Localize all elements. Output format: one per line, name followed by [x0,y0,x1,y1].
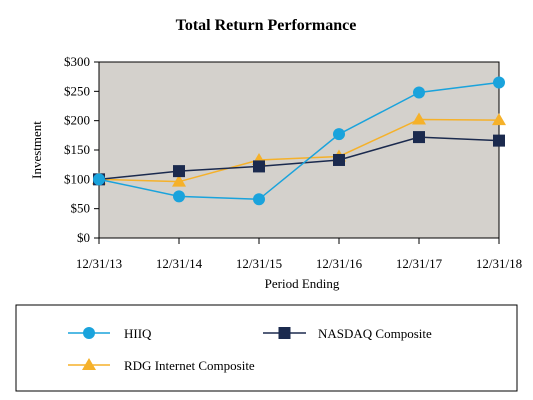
data-point-hiiq [173,190,185,203]
legend-item-hiiq: HIIQ [68,326,152,341]
legend-label: HIIQ [124,326,152,341]
series-line-hiiq [98,81,500,201]
y-tick-label: $0 [77,230,90,245]
y-tick-label: $50 [71,201,91,216]
legend: HIIQ NASDAQ Composite RDG Internet Composi… [68,326,432,373]
data-point-hiiq [413,86,425,99]
legend-label: NASDAQ Composite [318,326,432,341]
data-point-nasdaq-composite [333,153,345,166]
data-point-rdg-internet-composite [492,113,506,126]
data-point-nasdaq-composite [413,131,425,144]
data-point-hiiq [493,76,505,89]
plot-area [98,61,500,239]
chart-title: Total Return Performance [176,17,357,34]
series-hiiq [93,76,505,206]
data-point-nasdaq-composite [173,165,185,178]
legend-marker [278,327,291,339]
data-point-nasdaq-composite [253,160,265,173]
x-axis: 12/31/13 12/31/14 12/31/15 12/31/16 12/31/17… [76,238,522,271]
series-layer [92,76,506,206]
data-point-hiiq [253,193,265,206]
data-point-nasdaq-composite [493,134,505,147]
x-tick-label: 12/31/14 [156,256,203,271]
x-axis-label: Period Ending [265,276,340,291]
x-tick-label: 12/31/17 [396,256,443,271]
series-line-rdg-internet-composite [98,118,500,183]
data-point-hiiq [333,128,345,141]
x-tick-label: 12/31/13 [76,256,122,271]
y-tick-label: $300 [64,54,90,69]
legend-marker [82,358,96,370]
legend-marker [83,327,95,339]
legend-item-nasdaq-composite: NASDAQ Composite [263,326,432,341]
legend-box [15,304,518,392]
x-tick-label: 12/31/15 [236,256,282,271]
y-axis: $0 $50 $100 $150 $200 $250 $300 [64,54,99,245]
y-tick-label: $150 [64,142,90,157]
data-point-hiiq [93,173,105,186]
y-axis-label: Investment [29,121,44,179]
data-point-rdg-internet-composite [172,174,186,187]
x-tick-label: 12/31/16 [316,256,363,271]
y-tick-label: $250 [64,83,90,98]
x-tick-label: 12/31/18 [476,256,522,271]
y-tick-label: $100 [64,171,90,186]
series-line-nasdaq-composite [98,136,500,181]
legend-label: RDG Internet Composite [124,358,255,373]
data-point-rdg-internet-composite [412,112,426,125]
legend-item-rdg-internet-composite: RDG Internet Composite [68,358,255,373]
y-tick-label: $200 [64,113,90,128]
